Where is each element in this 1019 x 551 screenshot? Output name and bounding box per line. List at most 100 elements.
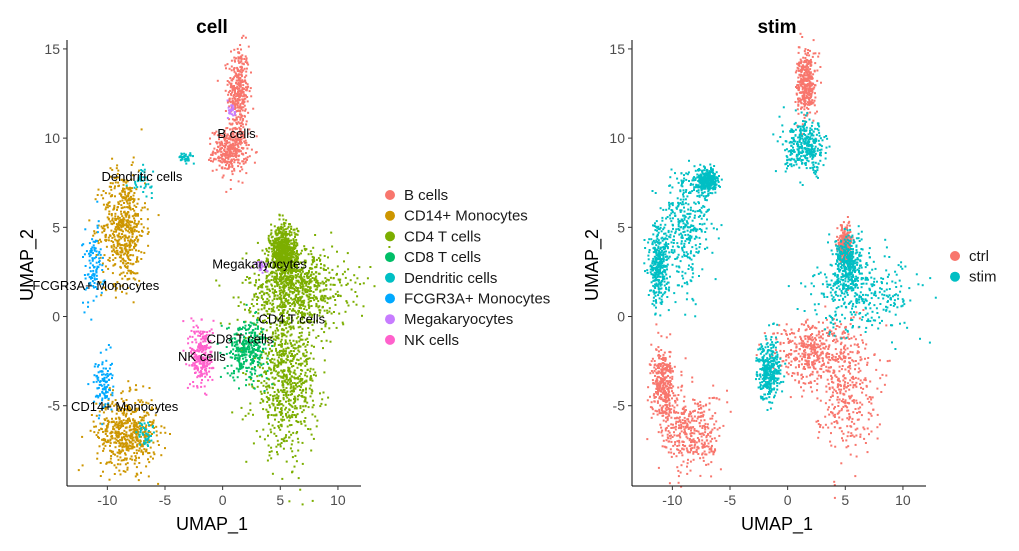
- point: [275, 245, 278, 248]
- point: [310, 263, 313, 266]
- point: [142, 453, 144, 456]
- point: [293, 231, 296, 234]
- point: [235, 87, 238, 90]
- point: [272, 404, 275, 407]
- point: [123, 442, 125, 445]
- point: [262, 298, 264, 301]
- point: [222, 152, 225, 155]
- point: [225, 134, 228, 137]
- point: [276, 274, 278, 277]
- point: [288, 230, 291, 233]
- point: [231, 91, 234, 94]
- point: [107, 439, 109, 442]
- point: [143, 436, 146, 439]
- point: [285, 347, 288, 350]
- point: [301, 268, 304, 271]
- point: [313, 299, 316, 302]
- point: [195, 365, 198, 367]
- point: [236, 83, 239, 86]
- point: [290, 280, 293, 283]
- point: [298, 385, 301, 387]
- point: [290, 350, 293, 353]
- point: [142, 451, 144, 454]
- point: [140, 399, 143, 402]
- point: [281, 291, 284, 294]
- point: [294, 299, 297, 302]
- point: [110, 245, 113, 248]
- point: [284, 235, 287, 237]
- point: [279, 256, 282, 259]
- point: [275, 275, 278, 278]
- point: [143, 168, 146, 171]
- point: [89, 254, 92, 257]
- point: [271, 255, 274, 258]
- point: [230, 143, 233, 146]
- point: [145, 401, 148, 404]
- point: [217, 150, 220, 153]
- point: [298, 290, 301, 293]
- point: [303, 312, 306, 315]
- point: [104, 192, 107, 195]
- point: [128, 244, 131, 247]
- point: [142, 179, 145, 182]
- point: [138, 462, 141, 464]
- point: [282, 394, 285, 397]
- point: [298, 394, 301, 397]
- point: [131, 187, 133, 190]
- point: [217, 159, 220, 162]
- point: [298, 375, 301, 378]
- point: [97, 379, 100, 382]
- point: [235, 346, 238, 349]
- point: [295, 311, 298, 314]
- point: [245, 378, 248, 381]
- point: [245, 141, 248, 144]
- point: [282, 255, 285, 258]
- point: [127, 211, 130, 213]
- point: [107, 397, 110, 400]
- point: [144, 426, 147, 429]
- point: [143, 414, 146, 417]
- point: [238, 94, 241, 97]
- point: [284, 228, 287, 231]
- point: [288, 408, 291, 411]
- point: [272, 403, 275, 406]
- point: [238, 85, 241, 88]
- point: [282, 238, 285, 241]
- point: [243, 335, 246, 338]
- point: [287, 368, 290, 371]
- point: [244, 324, 247, 327]
- point: [306, 368, 309, 371]
- point: [258, 374, 261, 377]
- point: [242, 95, 245, 98]
- point: [276, 327, 278, 330]
- point: [104, 440, 107, 443]
- point: [278, 236, 281, 239]
- point: [109, 389, 111, 392]
- point: [295, 227, 298, 230]
- point: [252, 323, 255, 326]
- point: [234, 92, 236, 95]
- point: [90, 318, 93, 321]
- point: [272, 309, 275, 312]
- point: [263, 301, 266, 304]
- point: [275, 238, 278, 241]
- point: [299, 345, 302, 348]
- point: [278, 243, 281, 246]
- point: [278, 218, 281, 221]
- point: [125, 435, 128, 438]
- point: [218, 141, 221, 144]
- point: [245, 74, 248, 77]
- point: [216, 342, 219, 345]
- point: [298, 350, 301, 353]
- point: [134, 402, 137, 404]
- point: [120, 178, 123, 181]
- point: [310, 392, 313, 395]
- point: [295, 259, 298, 262]
- point: [300, 280, 303, 283]
- point: [148, 441, 151, 444]
- point: [110, 393, 113, 396]
- point: [244, 36, 247, 39]
- point: [91, 246, 94, 249]
- point: [306, 295, 309, 298]
- point: [303, 420, 306, 422]
